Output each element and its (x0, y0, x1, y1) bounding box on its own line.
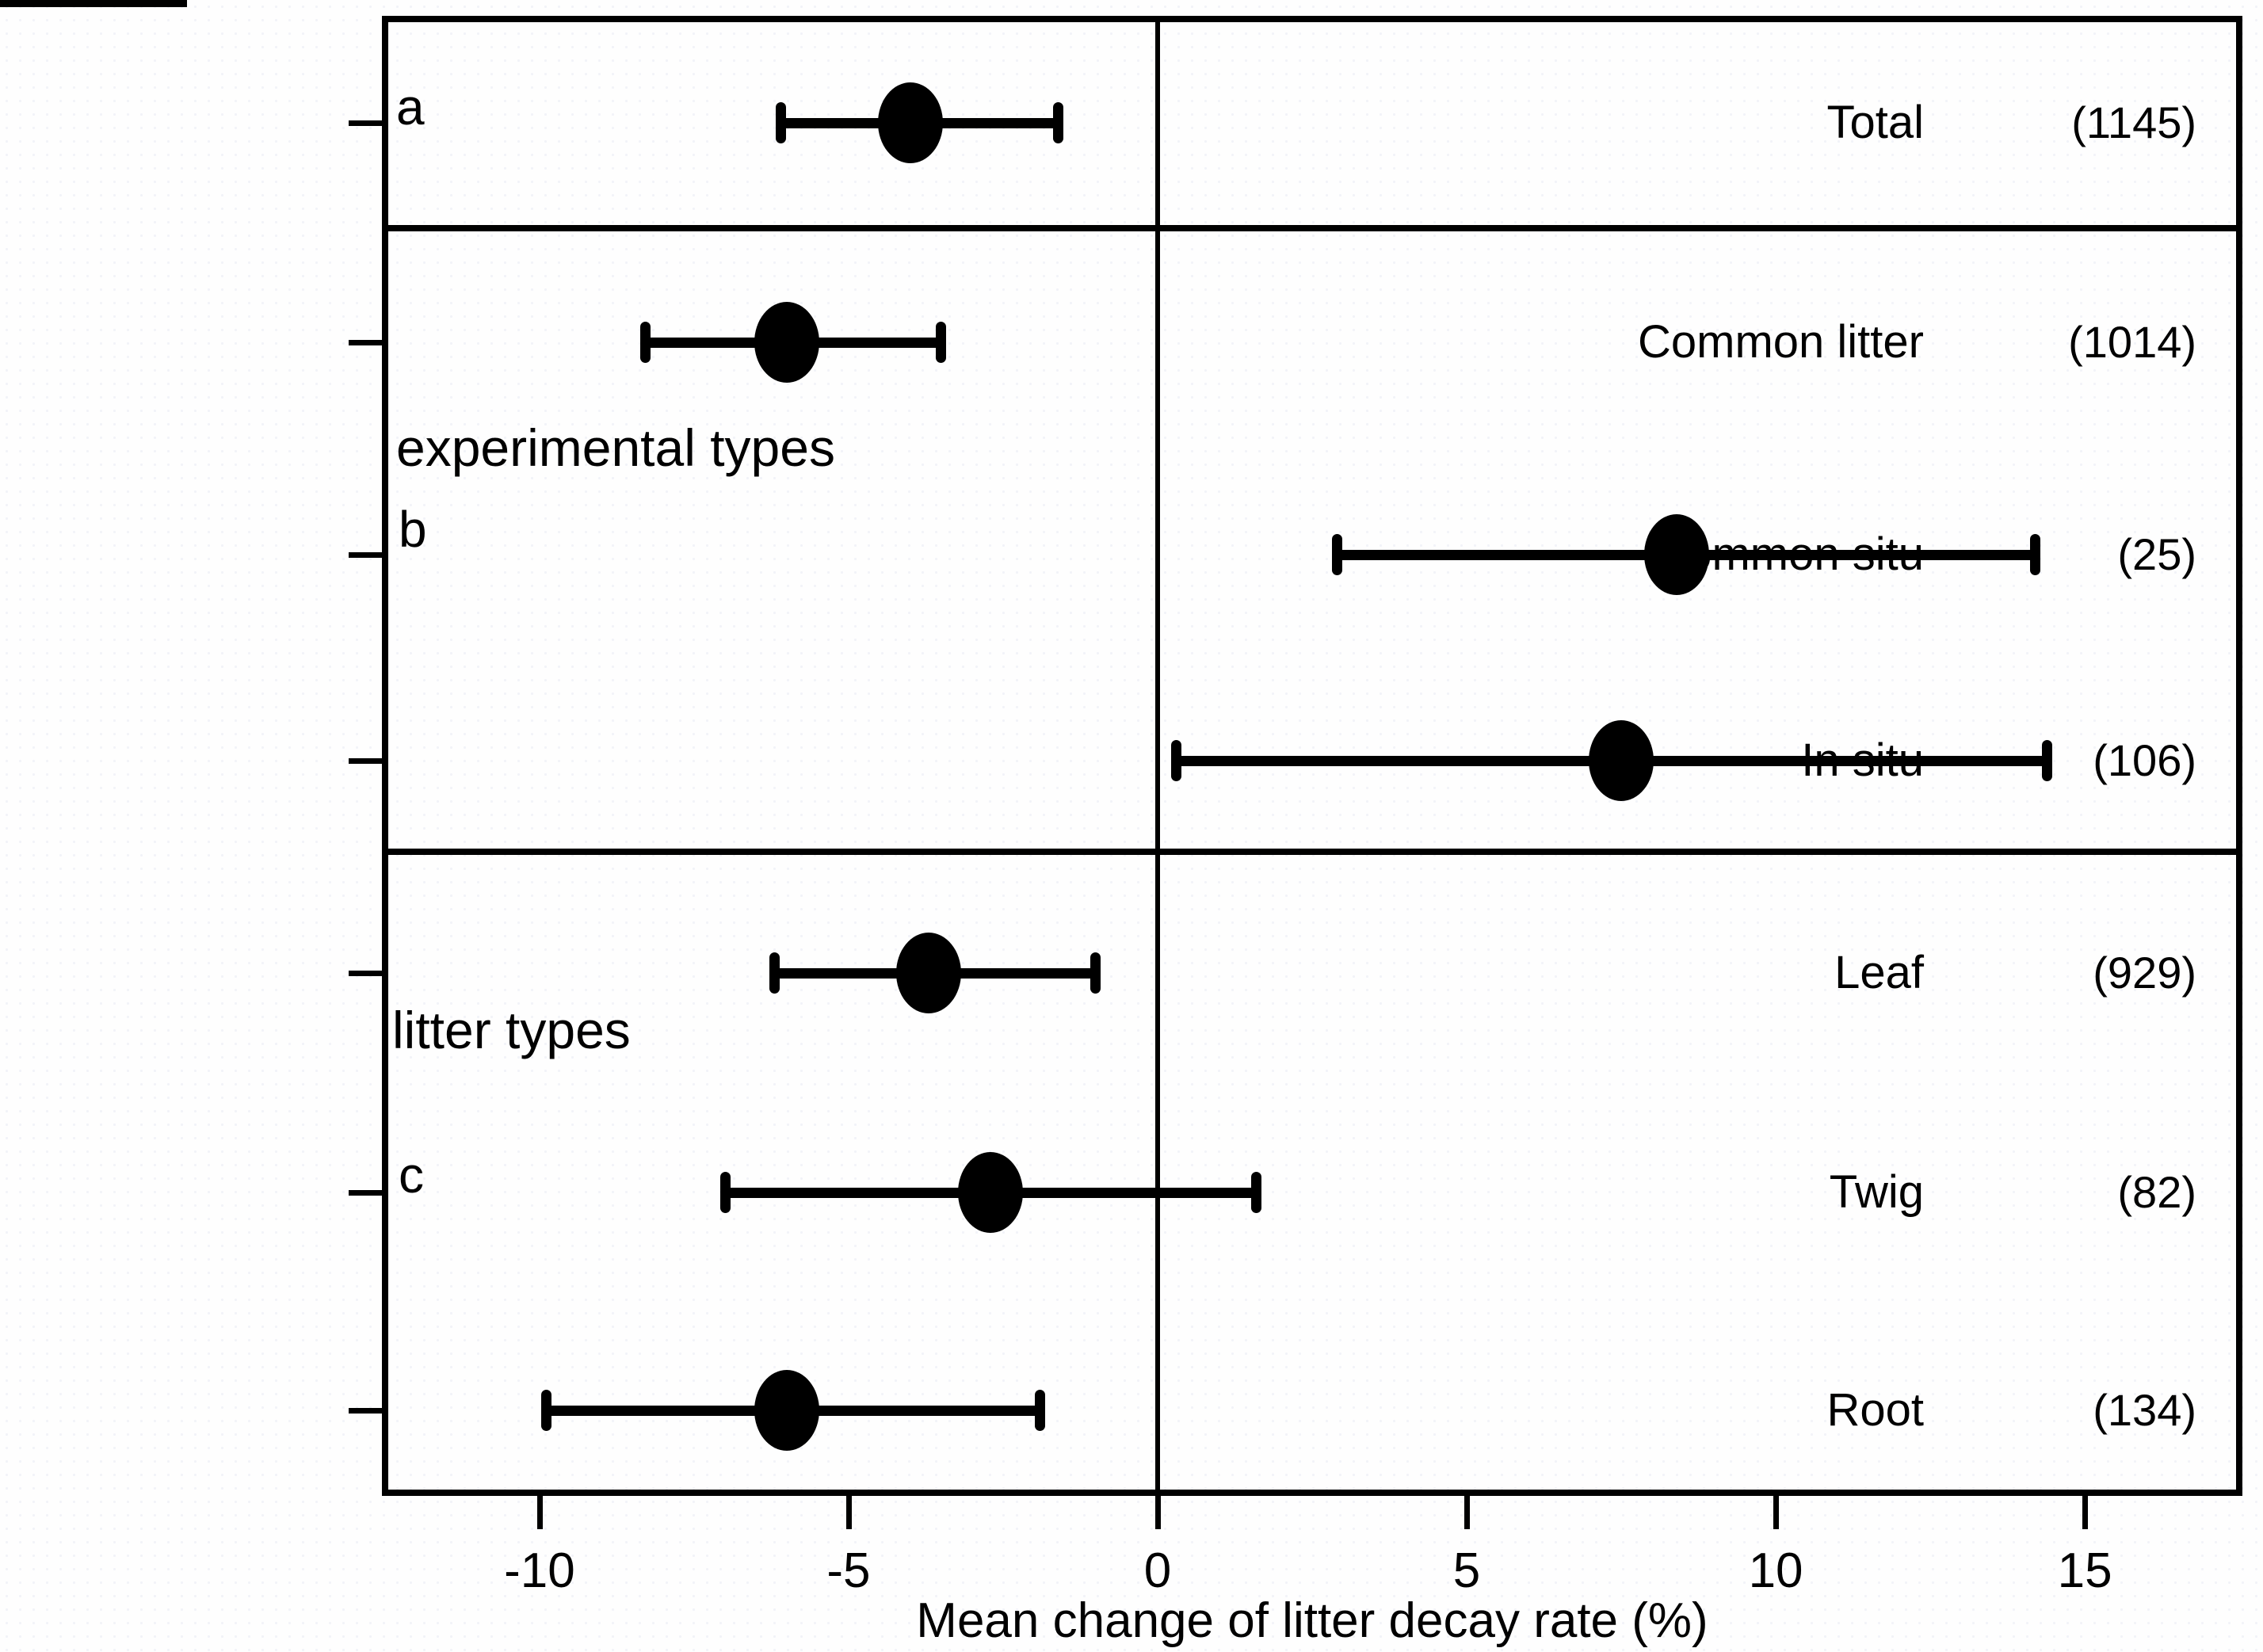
category-label: Twig (1829, 1166, 1924, 1218)
x-axis-tick-label: 10 (1748, 1543, 1803, 1598)
mean-point-marker (958, 1152, 1024, 1233)
x-axis-tick (1773, 1496, 1780, 1529)
error-bar-cap-low (1171, 740, 1182, 781)
x-axis-tick (845, 1496, 852, 1529)
error-bar-cap-low (639, 322, 651, 363)
mean-point-marker (896, 933, 962, 1013)
x-axis-tick-label: -10 (504, 1543, 575, 1598)
error-bar-cap-low (776, 102, 787, 143)
panel-title: experimental types (396, 418, 835, 477)
sample-size-label: (82) (2117, 1167, 2196, 1217)
sample-size-label: (25) (2117, 529, 2196, 579)
x-axis-tick (1464, 1496, 1471, 1529)
error-bar-cap-high (1053, 102, 1064, 143)
category-label: Root (1826, 1384, 1924, 1436)
mean-point-marker (1644, 514, 1710, 595)
x-axis-title: Mean change of litter decay rate (%) (916, 1593, 1708, 1648)
category-label: Common litter (1638, 316, 1924, 368)
x-axis-tick-label: -5 (826, 1543, 871, 1598)
panel-divider (382, 225, 2242, 231)
x-axis-tick (1154, 1496, 1161, 1529)
category-tick-mark (349, 971, 382, 976)
sample-size-label: (929) (2093, 948, 2196, 998)
sample-size-label: (134) (2093, 1385, 2196, 1435)
category-label: Leaf (1834, 947, 1924, 998)
panel-divider (382, 849, 2242, 855)
panel-letter: c (399, 1146, 424, 1204)
error-bar-cap-high (935, 322, 946, 363)
category-label: Total (1826, 97, 1924, 148)
mean-point-marker (754, 1370, 819, 1451)
sample-size-label: (1014) (2068, 317, 2196, 367)
x-axis-tick-label: 5 (1452, 1543, 1481, 1598)
panel-letter: b (399, 501, 427, 558)
x-axis-tick-label: 0 (1143, 1543, 1172, 1598)
category-tick-mark (349, 1408, 382, 1414)
error-bar-cap-high (2042, 740, 2053, 781)
category-tick-mark (349, 758, 382, 764)
x-axis-tick-label: 15 (2057, 1543, 2112, 1598)
panel-title: litter types (392, 1001, 631, 1059)
error-bar-cap-low (769, 952, 780, 994)
sample-size-label: (106) (2093, 735, 2196, 785)
zero-reference-line (1154, 16, 1160, 1496)
x-axis-tick (2082, 1496, 2089, 1529)
crop-artifact-line (0, 0, 187, 7)
error-bar-cap-low (719, 1172, 731, 1213)
error-bar-cap-high (2029, 534, 2040, 575)
error-bar-cap-low (1332, 534, 1343, 575)
x-axis-tick (536, 1496, 543, 1529)
category-tick-mark (349, 1190, 382, 1196)
error-bar-cap-high (1250, 1172, 1261, 1213)
category-tick-mark (349, 340, 382, 345)
error-bar-cap-high (1090, 952, 1101, 994)
category-tick-mark (349, 552, 382, 558)
mean-point-marker (754, 302, 819, 383)
category-tick-mark (349, 120, 382, 126)
plot-frame (382, 16, 2242, 1496)
sample-size-label: (1145) (2071, 97, 2196, 147)
mean-point-marker (877, 82, 943, 163)
mean-point-marker (1589, 720, 1654, 801)
panel-letter: a (396, 78, 425, 135)
error-bar-cap-low (540, 1390, 551, 1431)
error-bar-cap-high (1034, 1390, 1045, 1431)
